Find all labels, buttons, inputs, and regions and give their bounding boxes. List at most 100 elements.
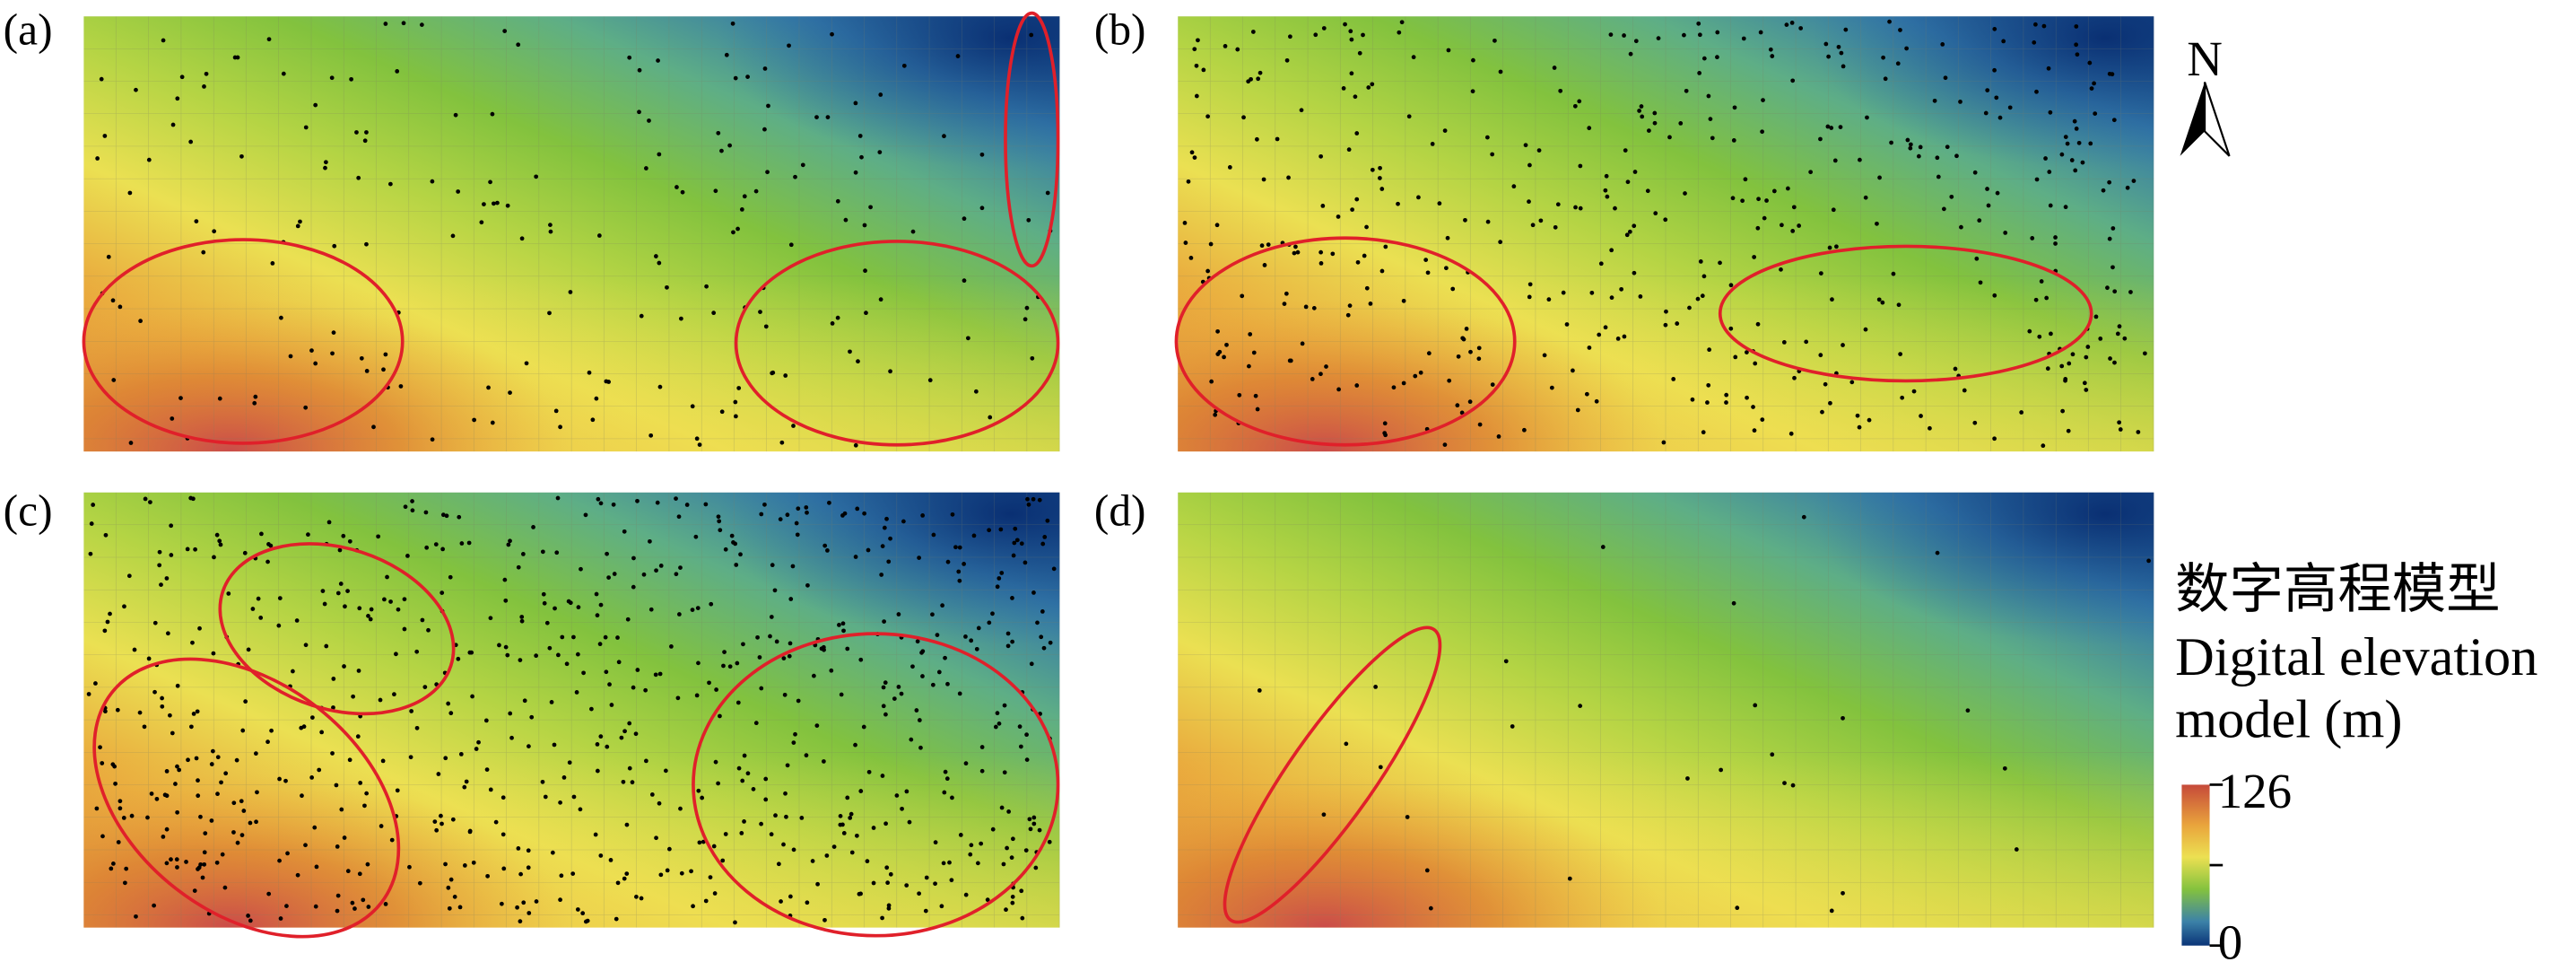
sample-point: [534, 653, 539, 659]
sample-point: [198, 814, 203, 819]
sample-point: [998, 527, 1004, 532]
sample-point: [281, 71, 286, 76]
sample-point: [654, 568, 658, 573]
sample-point: [502, 29, 508, 33]
sample-point: [641, 572, 647, 577]
map-panel: [1178, 16, 2154, 452]
sample-point: [356, 175, 361, 180]
sample-point: [790, 564, 796, 569]
sample-point: [892, 696, 897, 701]
sample-point: [277, 776, 282, 782]
sample-point: [519, 236, 525, 241]
sample-point: [1527, 162, 1532, 168]
sample-point: [450, 233, 456, 239]
sample-point: [634, 894, 639, 899]
sample-point: [1213, 412, 1218, 417]
sample-point: [1881, 55, 1885, 60]
sample-point: [469, 650, 474, 655]
sample-point: [499, 901, 504, 906]
sample-point: [423, 510, 429, 515]
sample-point: [1696, 21, 1701, 26]
sample-point: [963, 634, 968, 639]
sample-point: [410, 508, 415, 513]
sample-point: [509, 735, 514, 740]
sample-point: [708, 875, 713, 879]
sample-point: [259, 531, 264, 537]
sample-point: [639, 313, 644, 319]
sample-point: [160, 704, 165, 709]
sample-point: [689, 869, 693, 874]
sample-point: [1707, 347, 1712, 353]
sample-point: [152, 903, 157, 908]
sample-point: [313, 904, 318, 909]
sample-point: [169, 857, 173, 862]
sample-point: [189, 724, 194, 730]
sample-point: [1379, 268, 1385, 274]
sample-point: [430, 179, 435, 184]
sample-point: [657, 671, 663, 677]
sample-point: [1549, 385, 1554, 390]
sample-point: [392, 692, 396, 697]
sample-point: [1318, 249, 1324, 255]
sample-point: [1728, 326, 1734, 331]
sample-point: [1995, 190, 2000, 196]
sample-point: [204, 71, 209, 76]
sample-point: [168, 713, 172, 718]
sample-point: [1932, 98, 1937, 103]
sample-point: [920, 649, 926, 654]
sample-point: [313, 102, 318, 108]
sample-point: [2037, 334, 2042, 339]
sample-point: [830, 31, 834, 37]
sample-point: [693, 534, 699, 539]
sample-point: [1347, 303, 1353, 309]
sample-point: [98, 745, 102, 750]
sample-point: [1196, 38, 1200, 43]
sample-point: [1284, 291, 1289, 296]
sample-point: [865, 859, 870, 864]
sample-point: [1348, 29, 1353, 34]
sample-point: [1701, 430, 1706, 435]
sample-point: [675, 695, 681, 701]
sample-point: [1010, 596, 1014, 600]
sample-point: [1018, 744, 1023, 749]
sample-point: [1349, 71, 1354, 76]
sample-point: [1983, 110, 1989, 116]
sample-point: [108, 611, 112, 617]
sample-point: [407, 864, 412, 870]
sample-point: [2048, 109, 2053, 115]
sample-point: [516, 564, 521, 570]
sample-point: [871, 826, 876, 830]
sample-point: [1985, 88, 1990, 92]
sample-point: [878, 92, 883, 97]
sample-point: [547, 645, 553, 651]
sample-point: [458, 752, 464, 756]
sample-point: [1567, 876, 1572, 881]
sample-point: [335, 590, 341, 596]
sample-point: [2093, 111, 2098, 116]
sample-point: [866, 769, 872, 774]
sample-point: [1255, 136, 1259, 142]
sample-point: [1341, 86, 1346, 91]
sample-point: [871, 880, 876, 886]
sample-point: [540, 549, 545, 555]
sample-point: [2048, 203, 2053, 208]
sample-point: [963, 761, 969, 766]
sample-point: [129, 813, 135, 818]
sample-point: [1209, 379, 1214, 384]
sample-point: [1031, 590, 1036, 595]
sample-point: [385, 574, 389, 580]
sample-point: [927, 378, 933, 383]
sample-point: [2027, 328, 2032, 334]
sample-point: [1597, 332, 1602, 337]
sample-point: [595, 742, 600, 747]
sample-point: [1928, 425, 1932, 431]
sample-point: [810, 859, 815, 863]
sample-point: [526, 865, 531, 870]
sample-point: [157, 549, 162, 555]
sample-point: [1640, 114, 1645, 119]
sample-point: [2007, 105, 2013, 110]
sample-point: [1357, 50, 1362, 56]
sample-point: [979, 206, 985, 211]
sample-point: [1031, 815, 1037, 820]
sample-point: [462, 784, 467, 790]
